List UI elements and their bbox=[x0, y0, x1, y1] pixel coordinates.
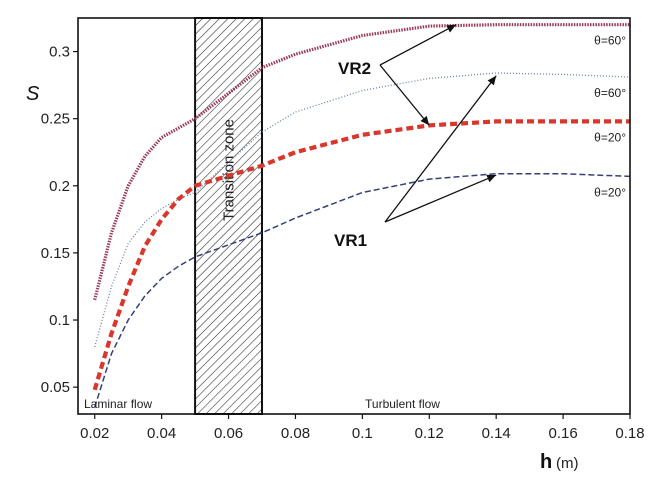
callout-arrowhead bbox=[487, 75, 497, 86]
callout-vr1: VR1 bbox=[334, 231, 367, 250]
laminar-flow-label: Laminar flow bbox=[84, 397, 152, 411]
series-end-label-3: θ=20° bbox=[594, 185, 626, 199]
callout-arrowhead bbox=[486, 174, 497, 183]
tick-labels: 0.02 0.04 0.06 0.08 0.1 0.12 0.14 0.16 0.18 0.05 0… bbox=[41, 44, 645, 442]
plot-border bbox=[77, 17, 631, 415]
x-tick-label: 0.14 bbox=[482, 425, 511, 442]
y-tick-label: 0.1 bbox=[49, 312, 70, 329]
callout-vr2: VR2 bbox=[338, 59, 371, 78]
transition-zone-band bbox=[194, 17, 263, 415]
y-tick-label: 0.15 bbox=[41, 245, 70, 262]
x-tick-label: 0.08 bbox=[281, 425, 310, 442]
series-group: θ=60° θ=60° θ=20° θ=20° bbox=[92, 23, 631, 408]
plot-frame bbox=[77, 17, 631, 415]
transition-zone-label: Transition zone bbox=[221, 119, 238, 221]
y-tick-label: 0.2 bbox=[49, 178, 70, 195]
series-line-2 bbox=[92, 119, 630, 391]
series-end-label-2: θ=20° bbox=[594, 130, 626, 144]
x-tick-label: 0.04 bbox=[147, 425, 176, 442]
callout-arrow bbox=[379, 64, 430, 126]
turbulent-flow-label: Turbulent flow bbox=[365, 397, 440, 411]
y-tick-label: 0.05 bbox=[41, 379, 70, 396]
series-line-3 bbox=[93, 172, 631, 408]
x-tick-label: 0.06 bbox=[214, 425, 243, 442]
callout-arrow bbox=[384, 174, 497, 223]
x-tick-label: 0.02 bbox=[80, 425, 109, 442]
y-tick-label: 0.25 bbox=[41, 111, 70, 128]
callout-arrow bbox=[384, 75, 497, 223]
series-line-0 bbox=[93, 23, 630, 301]
callout-arrow bbox=[379, 24, 457, 66]
series-end-label-0: θ=60° bbox=[594, 34, 626, 48]
series-end-label-1: θ=60° bbox=[594, 86, 626, 100]
y-axis-title: S bbox=[26, 83, 40, 105]
x-tick-label: 0.12 bbox=[415, 425, 444, 442]
y-tick-label: 0.3 bbox=[49, 44, 70, 61]
callout-arrowhead bbox=[420, 115, 430, 126]
callout-arrowhead bbox=[446, 24, 457, 33]
transition-zone: Transition zone bbox=[194, 17, 263, 415]
x-tick-label: 0.18 bbox=[615, 425, 644, 442]
x-axis-title: h bbox=[540, 451, 552, 473]
annotations: Laminar flow Turbulent flow VR2 VR1 bbox=[84, 24, 497, 411]
x-axis-unit: (m) bbox=[556, 455, 579, 472]
series-line-1 bbox=[94, 72, 631, 348]
x-tick-label: 0.1 bbox=[352, 425, 373, 442]
x-tick-label: 0.16 bbox=[548, 425, 577, 442]
